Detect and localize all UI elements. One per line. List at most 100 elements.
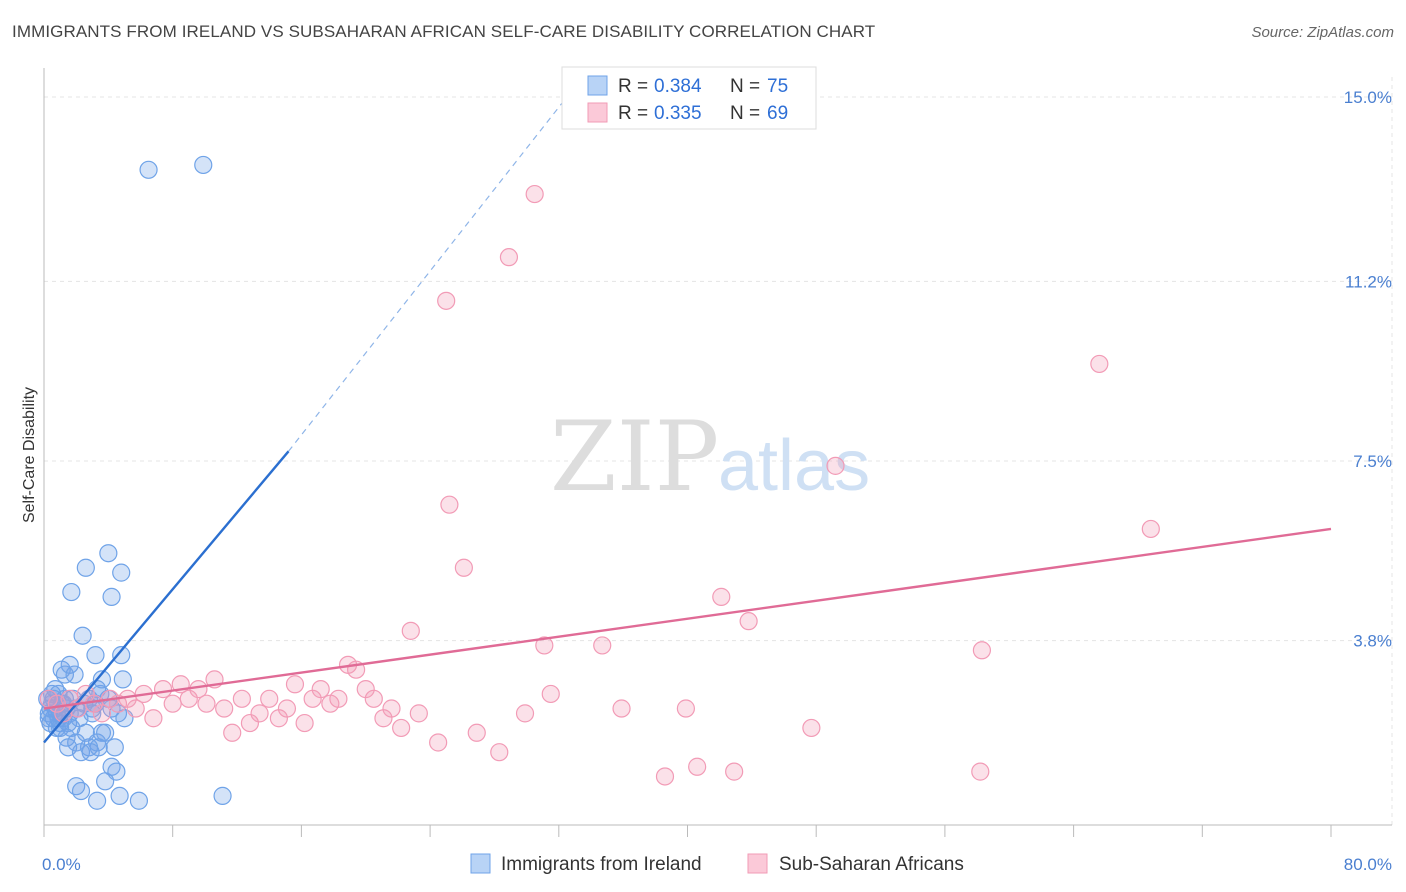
trendline-0 <box>43 450 290 744</box>
watermark-atlas: atlas <box>718 426 870 506</box>
point-0-35 <box>60 655 79 674</box>
point-0-54 <box>105 738 124 757</box>
point-0-55 <box>81 743 100 762</box>
point-1-46 <box>454 558 473 577</box>
point-1-64 <box>1141 519 1160 539</box>
point-1-49 <box>515 704 535 723</box>
point-1-50 <box>535 636 554 655</box>
chart-title: IMMIGRANTS FROM IRELAND VS SUBSAHARAN AF… <box>12 22 876 41</box>
point-1-32 <box>311 680 330 699</box>
point-0-66 <box>213 786 232 805</box>
point-1-53 <box>612 699 631 718</box>
legend-r-value-ireland: 0.384 <box>654 76 702 97</box>
point-1-56 <box>739 612 758 631</box>
bottom-legend-label-subsaharan: Sub-Saharan Africans <box>779 854 964 875</box>
point-1-54 <box>676 699 695 718</box>
y-tick-label-0: 3.8% <box>1353 632 1392 651</box>
bottom-legend-label-ireland: Immigrants from Ireland <box>501 854 702 875</box>
point-1-58 <box>826 456 845 475</box>
point-1-67 <box>525 184 544 204</box>
trendlines <box>43 96 1332 744</box>
point-0-63 <box>96 772 115 791</box>
point-1-11 <box>126 699 145 718</box>
legend-swatch-subsaharan <box>587 102 608 123</box>
point-0-44 <box>50 718 70 738</box>
series-1 <box>39 184 1160 786</box>
point-1-59 <box>972 641 992 660</box>
point-1-34 <box>329 689 348 708</box>
legend-swatch-ireland <box>587 75 608 96</box>
legend-n-label-ireland: N = <box>730 76 760 97</box>
axes <box>43 68 1392 837</box>
legend-bottom: Immigrants from Ireland Sub-Saharan Afri… <box>470 853 964 875</box>
legend-n-value-subsaharan: 69 <box>767 103 788 124</box>
legend-r-value-subsaharan: 0.335 <box>654 103 702 124</box>
point-1-24 <box>240 713 260 733</box>
trendline-extension-0 <box>288 96 568 452</box>
point-1-51 <box>541 684 560 704</box>
point-0-40 <box>92 670 112 689</box>
point-0-76 <box>194 155 213 175</box>
point-1-66 <box>499 248 519 267</box>
point-0-75 <box>139 160 158 179</box>
point-1-14 <box>153 680 173 699</box>
bottom-legend-swatch-ireland <box>470 853 491 874</box>
point-1-17 <box>179 689 198 708</box>
point-0-34 <box>55 665 75 684</box>
y-tick-label-3: 15.0% <box>1344 88 1392 107</box>
point-0-67 <box>99 544 118 563</box>
point-0-64 <box>110 786 129 805</box>
point-1-61 <box>725 762 744 781</box>
gridlines <box>44 77 1393 825</box>
point-1-40 <box>382 699 401 718</box>
point-0-68 <box>76 558 95 577</box>
point-1-25 <box>250 704 269 723</box>
point-0-37 <box>73 626 92 645</box>
point-1-22 <box>223 723 242 742</box>
point-1-28 <box>277 699 297 718</box>
y-axis-label: Self-Care Disability <box>21 387 38 523</box>
point-0-72 <box>86 646 105 665</box>
point-1-13 <box>144 709 163 728</box>
point-1-15 <box>163 694 182 713</box>
y-tick-label-1: 7.5% <box>1353 452 1392 471</box>
point-1-52 <box>593 636 612 655</box>
point-0-69 <box>112 563 131 582</box>
trendline-1 <box>43 527 1332 710</box>
point-1-60 <box>688 757 707 776</box>
point-0-36 <box>65 665 84 684</box>
point-0-74 <box>113 670 132 689</box>
y-tick-labels: 3.8% 7.5% 11.2% 15.0% <box>1344 88 1392 651</box>
point-1-48 <box>490 743 509 762</box>
point-1-57 <box>802 718 821 738</box>
legend-n-label-subsaharan: N = <box>730 103 760 124</box>
point-1-38 <box>364 689 383 708</box>
point-1-19 <box>197 694 216 713</box>
point-1-45 <box>440 495 459 514</box>
point-1-55 <box>712 587 731 606</box>
point-0-62 <box>87 791 107 810</box>
point-1-7 <box>92 704 112 723</box>
point-0-73 <box>112 646 131 665</box>
source-credit: Source: ZipAtlas.com <box>1251 24 1394 41</box>
point-1-43 <box>409 704 428 723</box>
watermark-zip: ZIP <box>550 401 719 513</box>
x-tick-label-0: 0.0% <box>42 855 81 874</box>
legend-r-label-ireland: R = <box>618 76 648 97</box>
point-0-71 <box>102 587 121 606</box>
point-0-65 <box>129 791 149 810</box>
bottom-legend-swatch-subsaharan <box>747 853 768 874</box>
point-1-68 <box>655 767 675 786</box>
legend-top: R = 0.384 N = 75 R = 0.335 N = 69 <box>561 66 817 130</box>
point-1-26 <box>260 689 279 708</box>
point-1-23 <box>232 689 251 708</box>
point-1-62 <box>971 762 990 781</box>
point-1-41 <box>392 718 411 738</box>
point-1-42 <box>401 621 420 640</box>
point-0-61 <box>71 781 91 801</box>
point-1-44 <box>429 733 448 752</box>
x-tick-labels: 0.0% 80.0% <box>42 855 1392 874</box>
point-0-56 <box>96 723 115 742</box>
point-1-29 <box>285 675 305 694</box>
